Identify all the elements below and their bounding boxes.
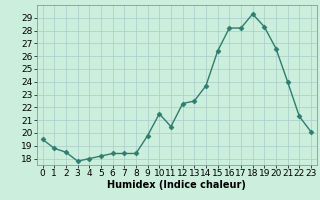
X-axis label: Humidex (Indice chaleur): Humidex (Indice chaleur) (108, 180, 246, 190)
